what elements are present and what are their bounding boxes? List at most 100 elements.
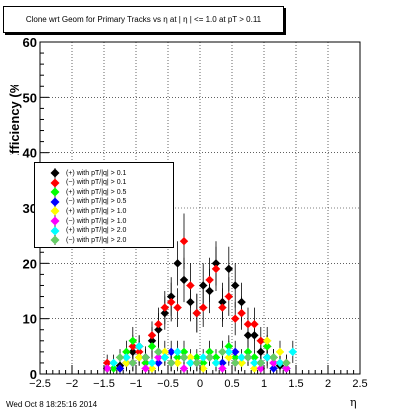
y-tick-label: 40 <box>23 146 37 161</box>
legend-label: (−) with pT/|q| > 0.5 <box>66 198 127 206</box>
data-point <box>179 275 189 285</box>
data-point <box>192 308 201 318</box>
data-point <box>224 353 233 362</box>
legend-marker <box>50 225 60 236</box>
data-point <box>231 358 240 368</box>
x-tick-label: 1.5 <box>288 378 303 390</box>
data-point <box>211 264 221 274</box>
y-tick-label: 60 <box>23 35 37 50</box>
data-point <box>122 353 131 362</box>
legend-marker <box>50 187 60 198</box>
data-point <box>135 342 144 351</box>
data-point <box>224 342 233 351</box>
data-point <box>269 358 278 368</box>
data-point <box>186 297 195 307</box>
data-point <box>167 347 176 357</box>
data-point <box>135 353 144 362</box>
x-tick-label: 1 <box>261 378 267 390</box>
data-point <box>224 292 233 301</box>
data-point <box>122 347 131 357</box>
y-tick-label: 30 <box>23 201 37 216</box>
data-point <box>256 358 265 368</box>
data-point <box>231 314 240 323</box>
legend-label: (+) with pT/|q| > 0.1 <box>66 169 127 177</box>
x-tick-label: 0 <box>197 378 203 390</box>
data-point <box>160 308 169 318</box>
data-point <box>231 281 240 290</box>
legend-label: (+) with pT/|q| > 1.0 <box>66 207 127 215</box>
x-tick-label: −2.5 <box>29 378 51 390</box>
data-point <box>192 358 201 368</box>
data-point <box>115 364 125 373</box>
data-point <box>147 342 157 351</box>
data-point <box>199 364 208 373</box>
data-point <box>173 353 182 362</box>
legend-marker <box>50 177 60 188</box>
x-tick-label: 2 <box>325 378 331 390</box>
legend-entry: (−) with pT/|q| > 1.0 <box>35 216 126 226</box>
data-point <box>275 358 285 368</box>
data-point <box>179 364 189 373</box>
data-point <box>250 353 259 362</box>
data-point <box>173 259 182 268</box>
legend-label: (+) with pT/|q| > 2.0 <box>66 227 127 235</box>
data-point <box>275 347 285 357</box>
data-point <box>199 353 208 362</box>
data-point <box>243 331 253 340</box>
data-point <box>288 347 297 357</box>
data-point <box>122 358 131 368</box>
data-point <box>199 358 208 368</box>
legend-entry: (+) with pT/|q| > 0.1 <box>35 168 126 178</box>
data-point <box>192 353 201 362</box>
data-point <box>263 336 272 345</box>
legend-entry: (−) with pT/|q| > 0.1 <box>35 177 126 188</box>
data-point <box>154 320 163 329</box>
data-point <box>256 364 265 373</box>
data-point <box>269 364 278 373</box>
data-point <box>218 303 227 312</box>
legend-label: (−) with pT/|q| > 2.0 <box>66 236 127 244</box>
y-tick-label: 0 <box>30 367 37 382</box>
data-point <box>199 303 208 312</box>
data-point <box>154 325 163 334</box>
data-point <box>237 308 246 318</box>
data-point <box>237 297 246 307</box>
data-point <box>147 336 157 345</box>
data-point <box>250 358 259 368</box>
y-tick-label: 50 <box>23 90 37 105</box>
data-point <box>141 353 150 362</box>
data-point <box>243 353 253 362</box>
data-point <box>173 347 182 357</box>
data-point <box>243 320 253 329</box>
data-point <box>167 358 176 368</box>
data-point <box>282 364 291 373</box>
data-point <box>135 347 144 357</box>
x-tick-label: −1 <box>130 378 143 390</box>
data-point <box>263 353 272 362</box>
legend-marker <box>50 206 60 217</box>
y-tick-label: 20 <box>23 256 37 271</box>
data-point <box>128 358 137 368</box>
data-point <box>109 364 118 373</box>
legend-marker <box>50 196 60 207</box>
legend-label: (−) with pT/|q| > 1.0 <box>66 217 127 225</box>
data-point <box>211 353 221 362</box>
x-tick-label: −2 <box>66 378 79 390</box>
data-point <box>250 331 259 340</box>
data-point <box>154 353 163 362</box>
data-point <box>186 353 195 362</box>
data-point <box>231 353 240 362</box>
x-axis-label: η <box>350 396 357 409</box>
chart-title-text: Clone wrt Geom for Primary Tracks vs η a… <box>25 15 262 24</box>
data-point <box>218 358 227 368</box>
data-point <box>160 303 169 312</box>
data-point <box>147 331 157 340</box>
legend-entry: (−) with pT/|q| > 0.5 <box>35 196 127 207</box>
legend-label: (+) with pT/|q| > 0.5 <box>66 188 127 196</box>
data-point <box>205 347 214 357</box>
data-point <box>115 353 125 362</box>
data-point <box>167 297 176 307</box>
data-point <box>186 281 195 290</box>
data-point <box>243 347 253 357</box>
data-point <box>205 353 214 362</box>
